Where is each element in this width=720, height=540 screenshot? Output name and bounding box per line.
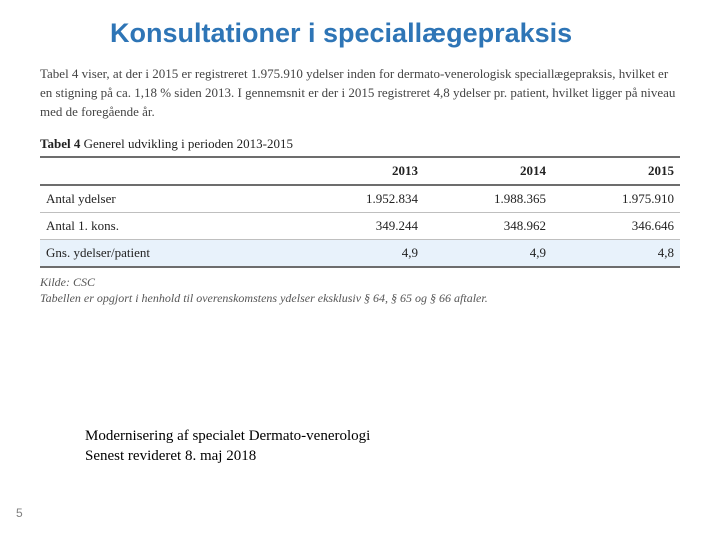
table-header-cell: 2013 [296,157,424,185]
table-header-cell: 2014 [424,157,552,185]
footer-line-1: Modernisering af specialet Dermato-vener… [85,426,370,446]
footer-note: Modernisering af specialet Dermato-vener… [85,426,370,467]
table-header-cell [40,157,296,185]
table-source: Kilde: CSC Tabellen er opgjort i henhold… [40,274,680,306]
table-cell: 348.962 [424,212,552,239]
table-cell: 4,9 [424,239,552,267]
table-header-row: 2013 2014 2015 [40,157,680,185]
page-number: 5 [16,506,23,520]
table-cell: 1.952.834 [296,185,424,213]
table-row: Antal ydelser 1.952.834 1.988.365 1.975.… [40,185,680,213]
table-cell: Antal ydelser [40,185,296,213]
table-cell: 4,8 [552,239,680,267]
source-note: Tabellen er opgjort i henhold til overen… [40,290,680,306]
table-cell: Antal 1. kons. [40,212,296,239]
table-cell: 349.244 [296,212,424,239]
intro-paragraph: Tabel 4 viser, at der i 2015 er registre… [40,65,680,122]
slide: Konsultationer i speciallægepraksis Tabe… [0,0,720,540]
footer-line-2: Senest revideret 8. maj 2018 [85,446,370,466]
table-cell: 1.988.365 [424,185,552,213]
source-label: Kilde: CSC [40,274,680,290]
table-header-cell: 2015 [552,157,680,185]
table-cell: 4,9 [296,239,424,267]
table-caption: Tabel 4 Generel udvikling i perioden 201… [40,136,680,152]
page-title: Konsultationer i speciallægepraksis [110,18,680,49]
table-row: Antal 1. kons. 349.244 348.962 346.646 [40,212,680,239]
table-cell: Gns. ydelser/patient [40,239,296,267]
table-cell: 1.975.910 [552,185,680,213]
table-caption-text: Generel udvikling i perioden 2013-2015 [80,136,293,151]
table-row: Gns. ydelser/patient 4,9 4,9 4,8 [40,239,680,267]
table-cell: 346.646 [552,212,680,239]
data-table: 2013 2014 2015 Antal ydelser 1.952.834 1… [40,156,680,268]
table-caption-number: Tabel 4 [40,136,80,151]
